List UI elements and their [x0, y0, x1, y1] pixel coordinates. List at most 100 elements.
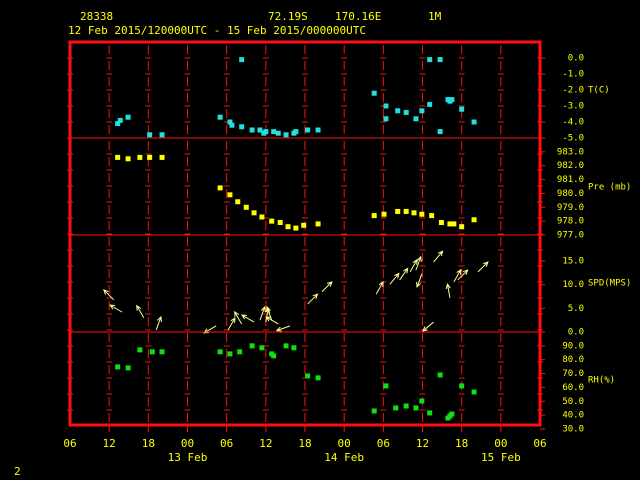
- wind-arrow: [265, 305, 273, 321]
- level: 1M: [428, 10, 442, 23]
- data-point: [277, 220, 283, 226]
- data-point: [147, 154, 153, 160]
- y-tick-label: 80.0: [562, 355, 584, 365]
- data-point: [471, 119, 477, 125]
- data-point: [125, 156, 131, 162]
- data-point: [459, 106, 465, 112]
- data-point: [217, 349, 223, 355]
- date-label: 14 Feb: [324, 451, 364, 464]
- data-point: [243, 204, 249, 210]
- y-tick-label: 982.0: [557, 161, 584, 171]
- panel-label: T(C): [588, 86, 610, 96]
- page-number: 2: [14, 465, 21, 478]
- y-tick-label: 979.0: [557, 203, 584, 213]
- y-tick-label: 5.0: [568, 304, 584, 314]
- wind-arrow: [421, 321, 434, 332]
- panel-label: Pre (mb): [588, 183, 631, 193]
- data-point: [411, 210, 417, 216]
- data-point: [217, 185, 223, 191]
- y-tick-label: 978.0: [557, 217, 584, 227]
- data-point: [149, 349, 155, 355]
- data-point: [117, 117, 123, 123]
- data-point: [115, 154, 121, 160]
- data-point: [371, 408, 377, 414]
- data-point: [427, 57, 433, 63]
- data-point: [413, 116, 419, 122]
- longitude: 170.16E: [335, 10, 381, 23]
- y-tick-label: -2.0: [562, 86, 584, 96]
- x-tick-label: 18: [142, 437, 155, 450]
- wind-arrow: [136, 304, 145, 319]
- data-point: [227, 119, 233, 125]
- data-point: [449, 411, 455, 417]
- data-point: [275, 130, 281, 136]
- x-tick-label: 18: [298, 437, 311, 450]
- data-point: [283, 343, 289, 349]
- wind-arrow: [275, 325, 291, 332]
- data-point: [147, 132, 153, 138]
- x-tick-label: 06: [533, 437, 546, 450]
- y-tick-label: 30.0: [562, 425, 584, 435]
- data-point: [159, 349, 165, 355]
- panel-label: RH(%): [588, 376, 615, 386]
- data-point: [227, 351, 233, 357]
- data-point: [429, 213, 435, 219]
- data-point: [115, 121, 121, 127]
- data-point: [301, 222, 307, 228]
- data-point: [115, 364, 121, 370]
- y-tick-label: -4.0: [562, 118, 584, 128]
- data-point: [239, 57, 245, 63]
- data-point: [437, 129, 443, 135]
- data-point: [437, 372, 443, 378]
- y-tick-label: 10.0: [562, 280, 584, 290]
- data-point: [251, 210, 257, 216]
- wind-arrow: [234, 310, 243, 325]
- data-point: [413, 405, 419, 411]
- data-point: [449, 97, 455, 103]
- data-point: [293, 225, 299, 231]
- data-point: [447, 221, 453, 227]
- data-point: [283, 132, 289, 138]
- data-point: [371, 90, 377, 96]
- data-point: [315, 375, 321, 381]
- y-tick-label: 0.0: [568, 54, 584, 64]
- data-point: [229, 122, 235, 128]
- data-point: [249, 127, 255, 133]
- latitude: 72.19S: [268, 10, 308, 23]
- x-tick-label: 06: [63, 437, 76, 450]
- date-label: 13 Feb: [168, 451, 208, 464]
- y-tick-label: -3.0: [562, 102, 584, 112]
- data-point: [451, 221, 457, 227]
- data-point: [217, 114, 223, 120]
- x-tick-label: 00: [338, 437, 351, 450]
- wind-arrow: [389, 272, 400, 285]
- wind-arrow: [103, 289, 115, 301]
- wind-arrow: [307, 293, 319, 305]
- frame: [68, 40, 542, 427]
- data-point: [257, 127, 263, 133]
- wind-arrow: [453, 268, 462, 283]
- data-point: [471, 389, 477, 395]
- wind-arrow: [433, 250, 444, 263]
- data-point: [305, 127, 311, 133]
- data-point: [263, 129, 269, 135]
- data-point: [427, 410, 433, 416]
- y-tick-label: 977.0: [557, 231, 584, 241]
- data-point: [427, 101, 433, 107]
- y-tick-label: 980.0: [557, 189, 584, 199]
- wind-arrow: [227, 316, 236, 331]
- y-tick-label: 50.0: [562, 397, 584, 407]
- data-point: [285, 224, 291, 230]
- data-point: [393, 405, 399, 411]
- wind-arrow: [415, 255, 422, 271]
- x-tick-label: 06: [377, 437, 390, 450]
- data-point: [259, 345, 265, 351]
- y-tick-label: 0.0: [568, 328, 584, 338]
- x-tick-label: 00: [494, 437, 507, 450]
- data-point: [383, 383, 389, 389]
- data-point: [125, 365, 131, 371]
- panel-label: SPD(MPS): [588, 279, 631, 289]
- data-point: [459, 224, 465, 230]
